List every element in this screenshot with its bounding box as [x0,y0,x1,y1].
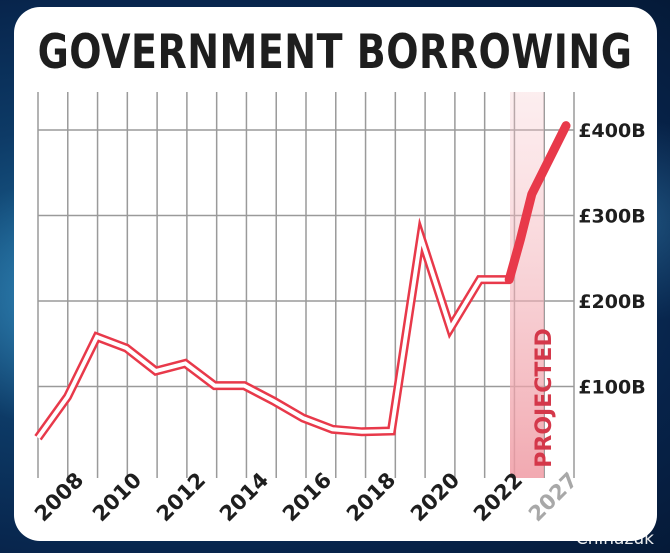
chart-title: GOVERNMENT BORROWING [37,24,633,79]
y-tick-label: £100B [578,377,645,399]
projected-band: PROJECTED [510,92,557,478]
projected-label: PROJECTED [532,328,557,467]
projected-region [510,92,544,478]
x-tick-label: 2022 [469,468,527,526]
x-tick-label: 2016 [278,468,336,526]
y-tick-label: £300B [578,206,645,228]
y-tick-label: £200B [578,291,645,313]
grid [37,92,575,478]
projected-borrowing-line [504,121,571,285]
actual-borrowing-line-inner [36,228,510,439]
watermark: Chinazuk [575,529,654,549]
x-tick-label: 2010 [88,468,146,526]
y-tick-label: £400B [578,120,645,142]
actual-borrowing-line [34,217,510,441]
y-axis-labels: £100B £200B £300B £400B [578,120,645,399]
x-tick-label: 2018 [342,468,400,526]
x-tick-label: 2020 [406,468,464,526]
series-lines [34,121,571,441]
x-tick-label: 2014 [215,468,273,526]
x-tick-label: 2012 [152,468,210,526]
